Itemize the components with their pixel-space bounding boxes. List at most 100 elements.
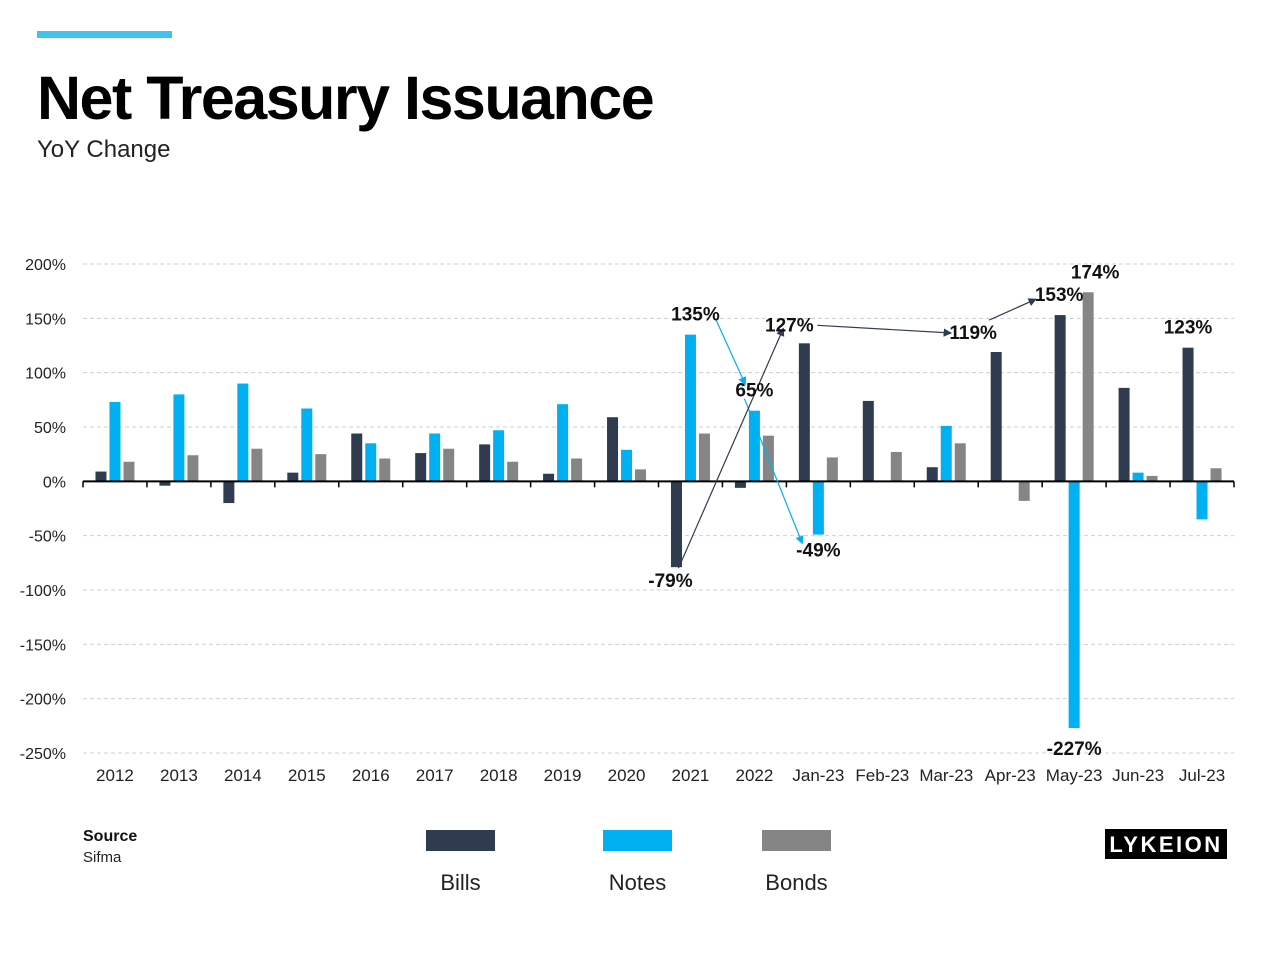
x-tick-label: 2020	[608, 766, 646, 785]
bar-notes	[557, 404, 569, 482]
bar-notes	[1068, 481, 1080, 729]
bar-bonds	[1146, 475, 1158, 482]
bar-bonds	[123, 461, 135, 482]
bar-bills	[1118, 387, 1130, 482]
bar-bonds	[379, 458, 391, 482]
x-tick-label: 2018	[480, 766, 518, 785]
annotation-arrow	[817, 324, 953, 337]
bar-bills	[287, 472, 299, 482]
bar-bills	[223, 481, 235, 504]
x-tick-label: 2016	[352, 766, 390, 785]
x-tick-label: May-23	[1046, 766, 1103, 785]
x-tick-label: 2019	[544, 766, 582, 785]
annotation-label: 153%	[1035, 285, 1084, 306]
y-axis: 200% 150% 100% 50% 0% -50% -100% -150% -200% -250…	[20, 257, 66, 763]
y-tick-label: -100%	[20, 583, 66, 600]
bar-bills	[159, 481, 171, 486]
bar-notes	[1132, 472, 1144, 482]
x-tick-label: Jan-23	[792, 766, 844, 785]
bar-bills	[351, 433, 363, 482]
bar-notes	[621, 449, 633, 482]
bar-notes	[748, 410, 760, 482]
bar-bonds	[1210, 468, 1222, 482]
legend-swatch-bonds	[762, 830, 831, 851]
bar-bonds	[507, 461, 519, 482]
annotation-arrow	[677, 327, 785, 569]
annotations: 135% 65% -79% 127% -49% 119% 153%174% -227% 123%	[648, 262, 1212, 760]
x-tick-label: 2013	[160, 766, 198, 785]
bar-bonds	[890, 451, 902, 482]
bar-bills	[734, 481, 746, 488]
annotation-arrow	[714, 318, 747, 386]
y-tick-label: 200%	[25, 257, 66, 274]
x-tick-label: Feb-23	[855, 766, 909, 785]
legend-swatch-notes	[603, 830, 672, 851]
bar-bonds	[571, 458, 583, 482]
bar-bills	[1182, 347, 1194, 482]
annotation-arrow	[988, 298, 1037, 321]
bar-bonds	[635, 469, 647, 482]
bar-notes	[940, 425, 952, 482]
legend-item-bills: Bills	[426, 830, 546, 900]
legend-label-bills: Bills	[440, 870, 481, 895]
bar-notes	[109, 402, 121, 482]
bar-notes	[365, 443, 377, 482]
annotation-label: -49%	[796, 541, 840, 562]
chart-title: Net Treasury Issuance	[37, 64, 655, 132]
bar-notes	[429, 433, 441, 482]
bar-bonds	[826, 457, 838, 482]
y-tick-label: 50%	[34, 420, 66, 437]
y-tick-label: -200%	[20, 692, 66, 709]
bar-bills	[670, 481, 682, 568]
chart-subtitle: YoY Change	[37, 136, 171, 163]
x-tick-label: Jun-23	[1112, 766, 1164, 785]
y-tick-label: 100%	[25, 366, 66, 383]
bar-bills	[1054, 315, 1066, 482]
y-tick-label: -250%	[20, 746, 66, 763]
x-tick-label: Mar-23	[919, 766, 973, 785]
x-tick-label: 2015	[288, 766, 326, 785]
annotation-label: -227%	[1047, 739, 1102, 760]
x-tick-label: 2021	[672, 766, 710, 785]
bar-bills	[607, 417, 619, 482]
bar-bills	[415, 453, 427, 482]
source-label: Source	[83, 828, 138, 845]
bar-bonds	[954, 443, 966, 482]
y-tick-label: 0%	[43, 474, 66, 491]
bar-notes	[684, 334, 696, 482]
x-axis-line	[82, 480, 1235, 488]
bar-bills	[862, 400, 874, 482]
gridlines	[83, 263, 1234, 754]
y-tick-label: 150%	[25, 311, 66, 328]
bar-bonds	[315, 454, 327, 482]
annotation-label: 127%	[765, 315, 814, 336]
annotation-label: 135%	[671, 305, 720, 326]
x-tick-label: 2017	[416, 766, 454, 785]
legend-item-notes: Notes	[603, 830, 723, 900]
lykeion-logo: LYKEION	[1105, 829, 1227, 859]
bar-bonds	[1082, 292, 1094, 482]
bar-bonds	[1018, 481, 1030, 501]
bar-notes	[173, 394, 185, 482]
bar-bonds	[698, 433, 710, 482]
bar-bills	[798, 343, 810, 482]
annotation-label: 119%	[949, 323, 997, 344]
annotation-label: 174%	[1071, 262, 1120, 283]
bar-bills	[479, 444, 491, 482]
x-tick-label: 2014	[224, 766, 262, 785]
legend-item-bonds: Bonds	[762, 830, 882, 900]
annotation-arrows	[677, 298, 1037, 569]
x-tick-label: 2012	[96, 766, 134, 785]
bar-notes	[301, 408, 313, 482]
legend-label-bonds: Bonds	[765, 870, 828, 895]
annotation-arrow	[743, 398, 804, 545]
bar-notes	[812, 481, 824, 535]
annotation-label: -79%	[648, 571, 692, 592]
y-tick-label: -50%	[29, 529, 66, 546]
annotation-label: 123%	[1164, 318, 1213, 339]
bar-bills	[990, 352, 1002, 482]
bar-bonds	[443, 448, 455, 482]
bar-bills	[543, 473, 555, 482]
bar-bonds	[251, 448, 263, 482]
